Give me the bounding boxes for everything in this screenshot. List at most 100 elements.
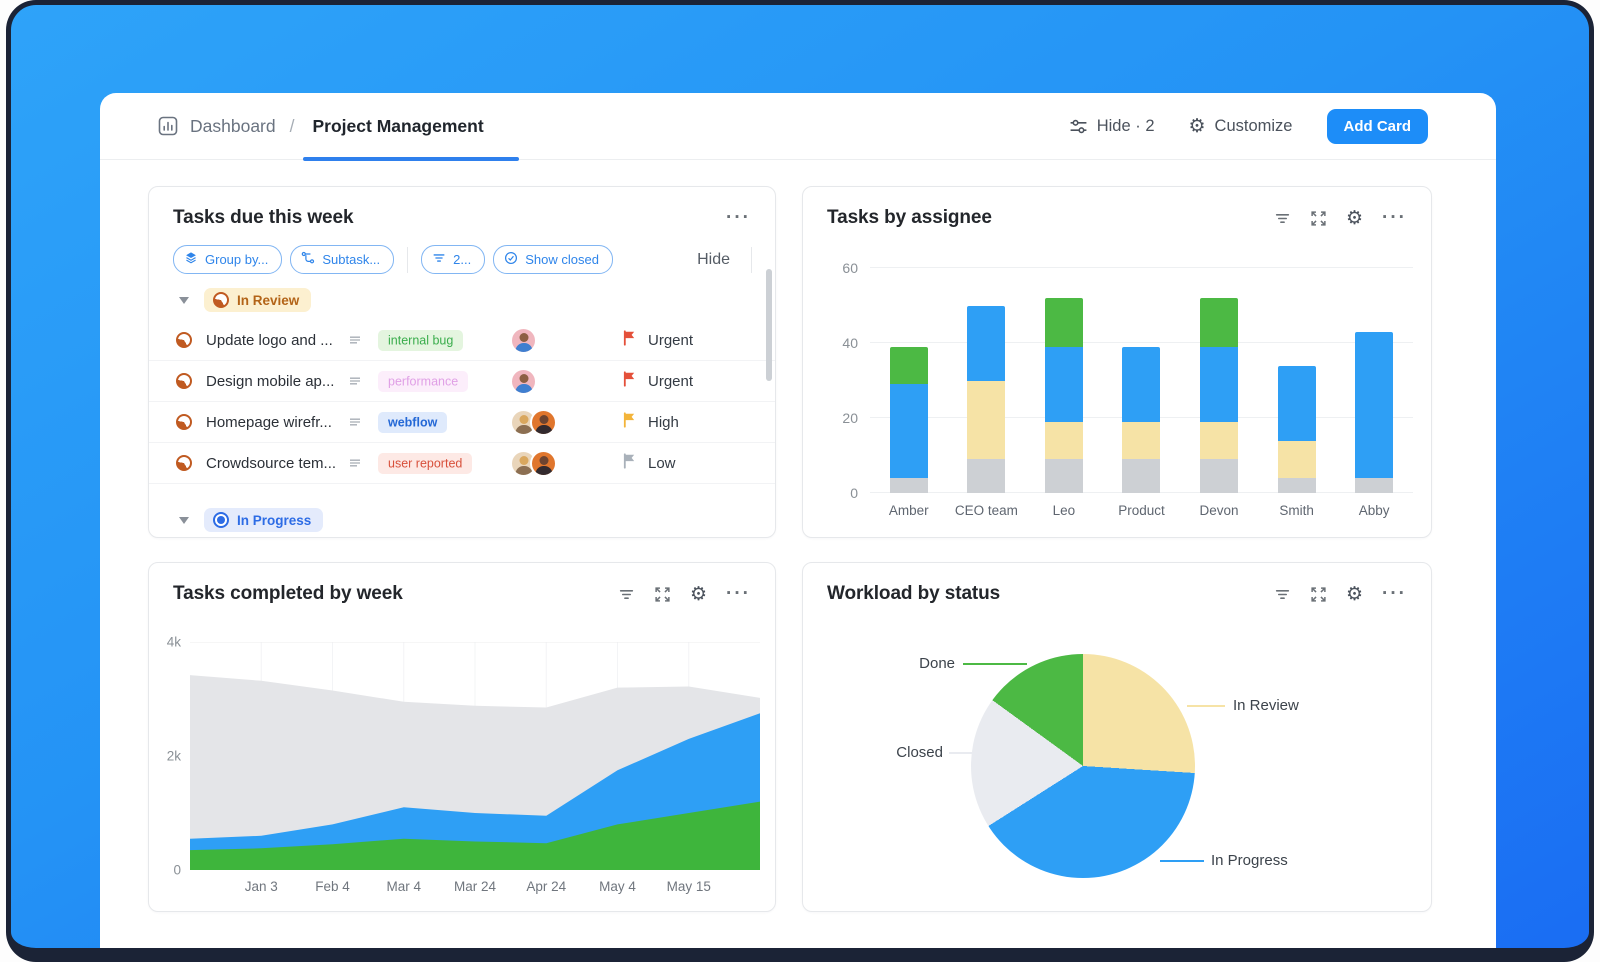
avatar xyxy=(530,449,557,477)
status-badge-label: In Progress xyxy=(237,512,312,528)
gear-icon[interactable]: ⚙ xyxy=(1345,207,1364,229)
ellipsis-icon[interactable]: ··· xyxy=(726,207,751,229)
task-name: Homepage wirefr... xyxy=(206,413,332,431)
card-toolbar: ⚙ ··· xyxy=(1274,585,1407,604)
bar-stack xyxy=(1200,298,1239,493)
completed-card-title: Tasks completed by week xyxy=(173,583,403,604)
task-name: Crowdsource tem... xyxy=(206,454,337,472)
tasks-due-card: Tasks due this week ··· Group by... Subta… xyxy=(148,186,776,538)
bar-segment-tan xyxy=(1122,421,1161,460)
filter-chip-subtask-[interactable]: Subtask... xyxy=(290,245,395,274)
hide-column-button[interactable]: Hide xyxy=(697,250,730,268)
check-circle-icon xyxy=(504,251,518,268)
status-review-icon xyxy=(213,292,229,308)
pie-label-done: Done xyxy=(919,655,955,672)
expand-icon[interactable] xyxy=(654,586,671,603)
breadcrumb-separator: / xyxy=(289,115,295,136)
pie-leader-line-in-review xyxy=(1187,705,1225,707)
y-axis-tick: 20 xyxy=(842,410,858,426)
bar-stack xyxy=(1277,365,1316,493)
filter-chip-2-[interactable]: 2... xyxy=(421,245,486,274)
bar-abby: Abby xyxy=(1355,268,1394,518)
bar-segment-gray xyxy=(967,459,1006,493)
x-axis-tick: Mar 24 xyxy=(453,879,497,894)
task-row[interactable]: Crowdsource tem... user reported Low xyxy=(149,443,775,484)
app-frame: Dashboard / Project Management Hide · 2 xyxy=(6,0,1594,962)
avatar xyxy=(530,408,557,436)
chevron-down-icon[interactable] xyxy=(179,516,189,524)
bar-segment-blue xyxy=(1355,331,1394,478)
filter-icon[interactable] xyxy=(618,586,635,603)
task-tag: user reported xyxy=(378,452,473,474)
bar-leo: Leo xyxy=(1044,268,1083,518)
gear-icon[interactable]: ⚙ xyxy=(689,583,708,605)
bar-stack xyxy=(1044,298,1083,493)
priority-label: Urgent xyxy=(648,331,694,349)
task-row[interactable]: Update logo and ... internal bug Urgent xyxy=(149,320,775,361)
filter-chip-label: 2... xyxy=(453,252,472,267)
customize-button[interactable]: ⚙ Customize xyxy=(1189,117,1293,136)
gear-icon[interactable]: ⚙ xyxy=(1345,583,1364,605)
workload-card: Workload by status ⚙ ··· Done In Review C… xyxy=(802,562,1432,912)
filter-chip-label: Group by... xyxy=(205,252,269,267)
ellipsis-icon[interactable]: ··· xyxy=(1382,583,1407,605)
status-badge[interactable]: In Progress xyxy=(204,508,324,532)
bar-stack xyxy=(1355,331,1394,493)
priority-cell: Urgent xyxy=(622,371,693,391)
scrollbar-thumb[interactable] xyxy=(766,269,772,381)
grip-icon[interactable] xyxy=(348,374,378,388)
status-in-review-icon xyxy=(176,332,192,348)
x-axis-tick: Devon xyxy=(1199,503,1239,518)
expand-icon[interactable] xyxy=(1310,210,1327,227)
bar-stack xyxy=(1122,346,1161,493)
card-toolbar: ⚙ ··· xyxy=(618,585,751,604)
breadcrumb-root[interactable]: Dashboard xyxy=(190,115,276,136)
x-axis-tick: Smith xyxy=(1279,503,1314,518)
bar-segment-gray xyxy=(1044,459,1083,493)
task-row[interactable]: Design mobile ap... performance Urgent xyxy=(149,361,775,402)
hide-cards-button[interactable]: Hide · 2 xyxy=(1069,117,1155,136)
ellipsis-icon[interactable]: ··· xyxy=(1382,207,1407,229)
x-axis-tick: May 4 xyxy=(599,879,636,894)
x-axis-tick: Amber xyxy=(888,503,929,518)
priority-label: Urgent xyxy=(648,372,694,390)
cards-grid: Tasks due this week ··· Group by... Subta… xyxy=(100,160,1496,912)
filter-chip-show-closed[interactable]: Show closed xyxy=(493,245,613,274)
gridline xyxy=(870,342,1413,343)
y-axis-tick: 4k xyxy=(166,634,181,650)
priority-label: Low xyxy=(648,454,676,472)
bar-segment-green xyxy=(889,346,928,385)
ellipsis-icon[interactable]: ··· xyxy=(726,583,751,605)
area-chart-plot: 4k 2k 0 Jan 3 Feb 4 Mar 4 Mar 24 Apr 24 May 4 May… xyxy=(167,635,760,894)
grip-icon[interactable] xyxy=(348,415,378,429)
bar-segment-blue xyxy=(1122,346,1161,422)
filter-chip-group-by-[interactable]: Group by... xyxy=(173,245,283,274)
status-badge[interactable]: In Review xyxy=(204,288,312,312)
assignee-avatars xyxy=(506,449,618,477)
section-header: In Review xyxy=(149,280,775,320)
bar-ceo-team: CEO team xyxy=(955,268,1018,518)
grip-icon[interactable] xyxy=(348,456,378,470)
add-card-button[interactable]: Add Card xyxy=(1326,108,1428,144)
filter-icon[interactable] xyxy=(1274,586,1291,603)
bar-segment-gray xyxy=(1122,459,1161,493)
flag-icon xyxy=(622,453,637,473)
breadcrumb-current[interactable]: Project Management xyxy=(312,115,484,136)
y-axis-tick: 0 xyxy=(173,862,181,878)
chevron-down-icon[interactable] xyxy=(179,296,189,304)
bar-stack xyxy=(967,305,1006,493)
bar-segment-gray xyxy=(1355,478,1394,493)
bar-smith: Smith xyxy=(1277,268,1316,518)
expand-icon[interactable] xyxy=(1310,586,1327,603)
x-axis-tick: Apr 24 xyxy=(526,879,567,894)
y-axis-tick: 40 xyxy=(842,335,858,351)
header-controls: Hide · 2 ⚙ Customize Add Card xyxy=(1069,108,1428,144)
task-row[interactable]: Homepage wirefr... webflow High xyxy=(149,402,775,443)
task-name: Update logo and ... xyxy=(206,331,333,349)
x-axis-tick: Leo xyxy=(1052,503,1076,518)
grip-icon[interactable] xyxy=(348,333,378,347)
filter-chip-label: Show closed xyxy=(525,252,599,267)
status-in-review-icon xyxy=(176,414,192,430)
assignee-avatars xyxy=(506,326,618,354)
filter-icon[interactable] xyxy=(1274,210,1291,227)
